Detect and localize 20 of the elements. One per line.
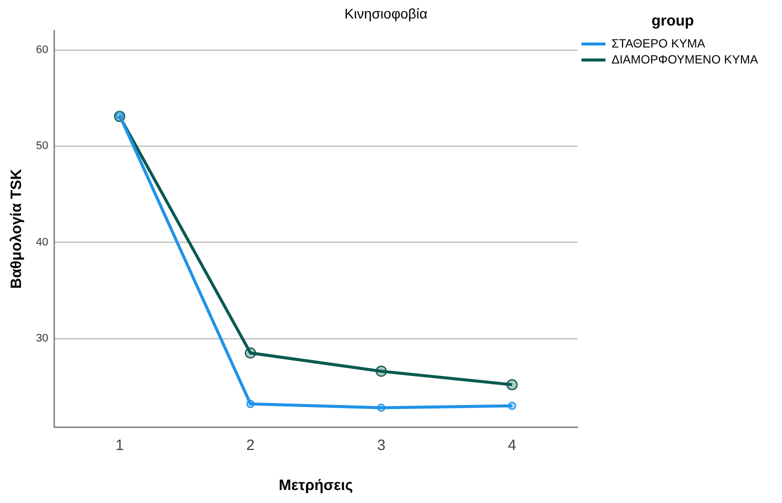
legend-label: ΣΤΑΘΕΡΟ ΚΥΜΑ — [611, 36, 706, 50]
x-axis-title: Μετρήσεις — [278, 477, 354, 494]
y-axis-title: Βαθμολογία TSK — [8, 168, 26, 289]
point — [376, 366, 387, 377]
legend-label: ΔΙΑΜΟΡΦΟΥΜΕΝΟ ΚΥΜΑ — [611, 52, 758, 66]
point — [377, 404, 386, 412]
x-tick-label: 1 — [115, 437, 124, 454]
y-tick-label: 40 — [36, 236, 48, 248]
y-tick-label: 50 — [36, 140, 48, 152]
chart-title: Κινησιοφοβία — [344, 5, 428, 22]
x-tick-label: 3 — [377, 437, 386, 454]
x-tick-label: 4 — [508, 437, 516, 454]
point — [506, 379, 518, 390]
point — [246, 400, 255, 408]
point — [244, 347, 256, 359]
legend-title: group — [651, 12, 694, 30]
y-tick-label: 60 — [36, 44, 48, 56]
x-tick-label: 2 — [246, 437, 255, 454]
point — [508, 402, 516, 410]
y-tick-label: 30 — [36, 332, 48, 345]
